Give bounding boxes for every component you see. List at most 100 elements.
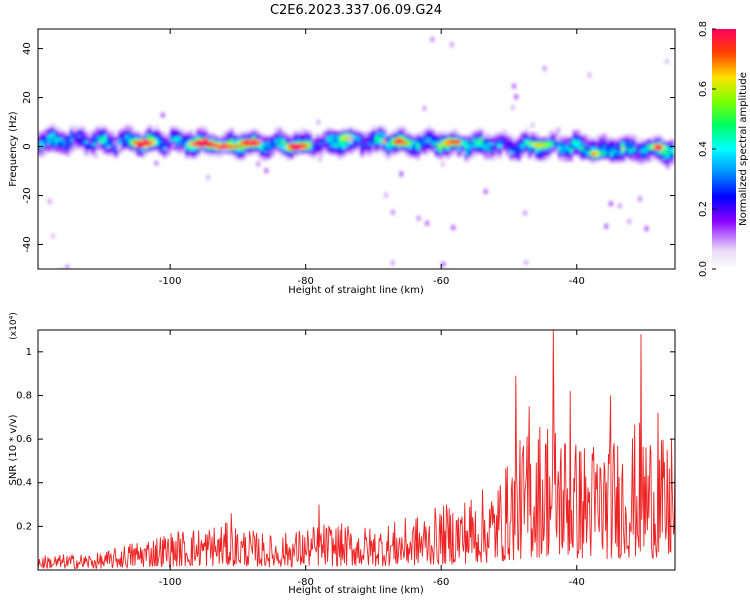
heatmap-cell [43,140,48,144]
heatmap-cell [587,157,592,160]
heatmap-cell [54,125,59,128]
heatmap-cell [65,264,70,269]
heatmap-cell [177,149,182,153]
heatmap-cell [654,147,659,151]
heatmap-cell [501,147,507,151]
heatmap-cell [587,146,592,149]
heatmap-cell [244,147,249,151]
heatmap-cell [442,129,447,133]
heatmap-cell [140,155,145,159]
heatmap-cell [382,154,387,157]
heatmap-cell [337,150,343,154]
heatmap-cell [475,133,480,137]
heatmap-cell [162,136,167,139]
heatmap-cell [293,151,298,155]
heatmap-cell [319,148,324,152]
heatmap-cell [263,138,268,142]
heatmap-cell [613,140,618,144]
heatmap-cell [475,128,480,132]
heatmap-cell [419,151,425,154]
heatmap-cell [561,158,566,162]
heatmap-cell [650,149,656,153]
heatmap-cell [121,147,126,150]
heatmap-cell [542,158,548,162]
heatmap-cell [468,135,473,138]
heatmap-cell [58,142,63,146]
heatmap-cell [203,141,208,145]
heatmap-cell [270,136,275,140]
heatmap-cell [233,156,238,159]
heatmap-cell [516,156,521,160]
heatmap-cell [88,138,93,142]
heatmap-cell [117,131,123,135]
heatmap-cell [550,134,555,138]
heatmap-cell [568,140,574,144]
heatmap-cell [360,151,365,155]
heatmap-cell [158,131,164,135]
heatmap-cell [58,131,63,135]
heatmap-cell [363,145,369,148]
heatmap-cell [47,149,52,153]
heatmap-cell [50,136,56,139]
heatmap-cell [363,131,369,135]
heatmap-cell [669,161,674,165]
heatmap-cell [203,139,208,143]
heatmap-cell [568,145,574,149]
heatmap-cell [255,129,261,133]
heatmap-cell [445,134,451,138]
heatmap-cell [259,153,264,157]
heatmap-cell [535,154,540,158]
heatmap-cell [95,149,100,153]
heatmap-cell [304,151,309,155]
heatmap-cell [635,155,641,158]
heatmap-cell [360,136,365,140]
heatmap-cell [527,156,533,160]
heatmap-cell [132,129,138,133]
heatmap-cell [565,147,570,151]
heatmap-cell [602,153,607,157]
heatmap-cell [192,145,197,149]
heatmap-cell [617,156,622,160]
heatmap-cell [285,149,290,153]
heatmap-cell [95,127,100,131]
heatmap-cell [550,149,555,153]
heatmap-cell [207,144,212,147]
heatmap-cell [401,132,406,136]
heatmap-cell [311,149,316,153]
heatmap-cell [494,147,499,150]
heatmap-cell [337,148,343,152]
heatmap-cell [542,136,548,140]
heatmap-cell [416,153,421,156]
heatmap-cell [281,147,287,151]
heatmap-cell [307,142,313,146]
heatmap-cell [192,136,197,140]
heatmap-cell [225,129,231,133]
heatmap-cell [367,129,372,133]
heatmap-cell [166,149,171,153]
heatmap-cell [65,133,70,137]
heatmap-cell [512,152,518,155]
heatmap-cell [520,149,525,153]
heatmap-cell [561,152,566,155]
heatmap-cell [155,125,160,128]
heatmap-cell [568,136,574,140]
heatmap-cell [125,147,130,150]
heatmap-cell [50,127,56,131]
heatmap-cell [591,139,596,143]
heatmap-cell [658,147,663,151]
heatmap-cell [531,134,536,138]
heatmap-cell [76,127,82,131]
heatmap-cell [639,155,644,159]
heatmap-cell [647,140,652,144]
heatmap-cell [270,151,275,155]
heatmap-cell [579,143,585,147]
heatmap-cell [233,138,238,142]
heatmap-cell [240,134,246,137]
heatmap-cell [371,136,376,139]
heatmap-cell [263,149,268,153]
heatmap-cell [252,134,257,137]
heatmap-cell [125,125,130,128]
heatmap-cell [162,153,167,157]
heatmap-cell [538,143,544,146]
